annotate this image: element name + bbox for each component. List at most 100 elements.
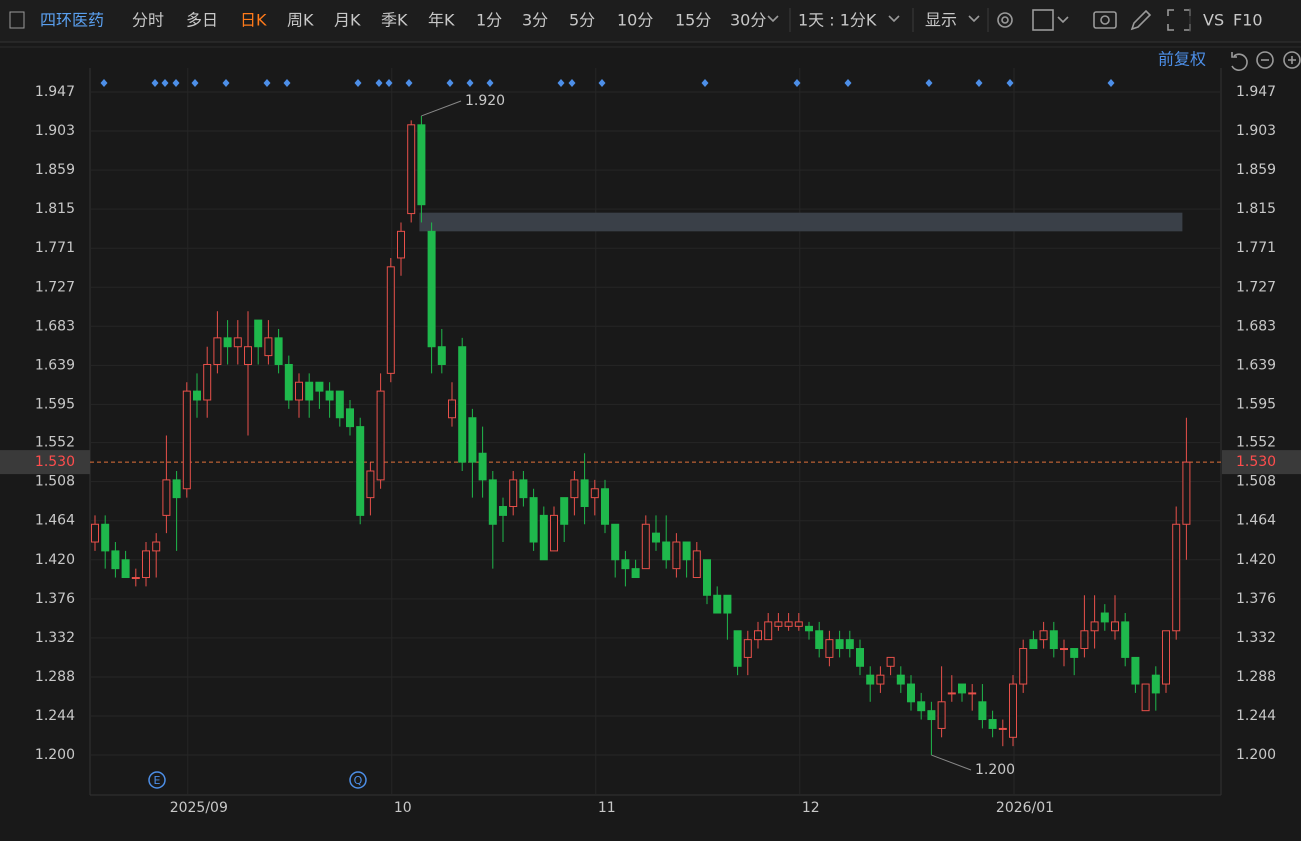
- y-tick-label-right: 1.508: [1236, 474, 1276, 490]
- candle-body: [458, 346, 467, 463]
- candle-body: [1039, 630, 1048, 641]
- y-tick-label: 1.288: [35, 669, 75, 685]
- candle-body: [274, 337, 283, 365]
- toolbar-item[interactable]: 月K: [334, 11, 361, 30]
- candle-body: [386, 266, 395, 374]
- event-marker-label: Q: [354, 774, 363, 787]
- y-tick-label-right: 1.332: [1236, 630, 1276, 646]
- event-dot: [568, 79, 576, 87]
- x-tick-label: 12: [802, 800, 820, 816]
- candle-body: [611, 523, 620, 561]
- candle-body: [1111, 621, 1119, 632]
- candle-body: [1131, 656, 1140, 685]
- candle-body: [692, 550, 701, 579]
- annotation-leader: [421, 100, 462, 117]
- event-dot: [793, 79, 801, 87]
- y-tick-label: 1.859: [35, 162, 75, 178]
- candle-body: [927, 710, 936, 721]
- adjust-mode[interactable]: 前复权: [1158, 50, 1206, 69]
- toolbar-item[interactable]: 年K: [428, 11, 455, 30]
- event-dot: [1107, 79, 1115, 87]
- toolbar-item[interactable]: 15分: [675, 11, 711, 30]
- candle-body: [417, 124, 426, 206]
- toolbar-item[interactable]: 季K: [381, 11, 408, 30]
- candle-body: [488, 479, 497, 525]
- candle-body: [703, 559, 711, 596]
- annotation-label: 1.920: [465, 93, 505, 109]
- candle-body: [590, 488, 599, 499]
- camera-icon[interactable]: [1093, 11, 1117, 29]
- y-tick-label: 1.508: [35, 474, 75, 490]
- toolbar-item[interactable]: 5分: [569, 11, 595, 30]
- toolbar-item[interactable]: VS: [1203, 11, 1224, 30]
- toolbar-item[interactable]: 日K: [240, 11, 267, 30]
- toolbar-item[interactable]: F10: [1233, 11, 1263, 30]
- y-tick-label: 1.595: [35, 396, 75, 412]
- shape-icon[interactable]: [1032, 9, 1054, 31]
- y-tick-label: 1.815: [35, 201, 75, 217]
- toolbar-item[interactable]: 1分: [476, 11, 502, 30]
- y-tick-label-right: 1.815: [1236, 201, 1276, 217]
- y-tick-label: 1.947: [35, 84, 75, 100]
- candle-body: [1121, 621, 1130, 658]
- toolbar-item[interactable]: 四环医药: [40, 11, 104, 30]
- pencil-icon[interactable]: [1130, 9, 1152, 31]
- event-dot: [466, 79, 474, 87]
- candle-body: [346, 408, 354, 428]
- y-tick-label: 1.552: [35, 435, 75, 451]
- zoom-out-icon[interactable]: [1256, 51, 1274, 69]
- candle-body: [264, 337, 273, 357]
- toolbar-item[interactable]: 分时: [132, 11, 164, 30]
- event-dot: [151, 79, 159, 87]
- candle-body: [172, 479, 181, 499]
- candle-body: [254, 319, 263, 348]
- event-dot: [222, 79, 230, 87]
- y-tick-label-right: 1.552: [1236, 435, 1276, 451]
- toolbar-item[interactable]: 30分: [730, 11, 766, 30]
- reset-icon[interactable]: [1231, 52, 1248, 71]
- y-tick-label: 1.903: [35, 123, 75, 139]
- candle-body: [295, 381, 303, 401]
- y-tick-label-right: 1.420: [1236, 552, 1276, 568]
- candle-body: [856, 648, 864, 667]
- candle-body: [305, 381, 314, 401]
- event-marker-label: E: [154, 774, 161, 787]
- event-dot: [354, 79, 362, 87]
- toolbar-item[interactable]: 显示: [925, 11, 957, 30]
- annotation-leader: [931, 754, 972, 771]
- candle-body: [407, 124, 416, 215]
- event-dot: [701, 79, 709, 87]
- toolbar-item[interactable]: 周K: [287, 11, 314, 30]
- candle-body: [794, 621, 803, 627]
- chevron: [968, 15, 980, 23]
- candle-body: [978, 701, 987, 721]
- candle-body: [1172, 523, 1181, 632]
- settings-icon[interactable]: [997, 12, 1013, 28]
- zoom-in-icon[interactable]: [1283, 51, 1301, 69]
- toolbar-item[interactable]: 3分: [522, 11, 548, 30]
- event-dot: [191, 79, 199, 87]
- candle-body: [182, 390, 191, 490]
- last-price-label-right: 1.530: [1236, 454, 1276, 470]
- candle-body: [448, 399, 456, 419]
- candle-body: [478, 452, 487, 481]
- toolbar-item[interactable]: 10分: [617, 11, 653, 30]
- candle-body: [1182, 461, 1191, 525]
- y-tick-label-right: 1.859: [1236, 162, 1276, 178]
- toolbar-item[interactable]: 1天 : 1分K: [798, 11, 877, 30]
- event-dot: [172, 79, 180, 87]
- event-marker[interactable]: [349, 771, 367, 789]
- event-dot: [557, 79, 565, 87]
- candle-body: [539, 514, 548, 561]
- candle-body: [835, 639, 844, 650]
- event-dot: [263, 79, 271, 87]
- candle-body: [397, 230, 405, 259]
- chevron: [1057, 16, 1069, 24]
- y-tick-label-right: 1.683: [1236, 318, 1276, 334]
- event-marker[interactable]: [148, 771, 166, 789]
- candle-body: [356, 426, 365, 516]
- candle-body: [284, 363, 293, 401]
- candle-body: [896, 674, 905, 685]
- toolbar-item[interactable]: 多日: [186, 11, 218, 30]
- candle-body: [437, 346, 446, 365]
